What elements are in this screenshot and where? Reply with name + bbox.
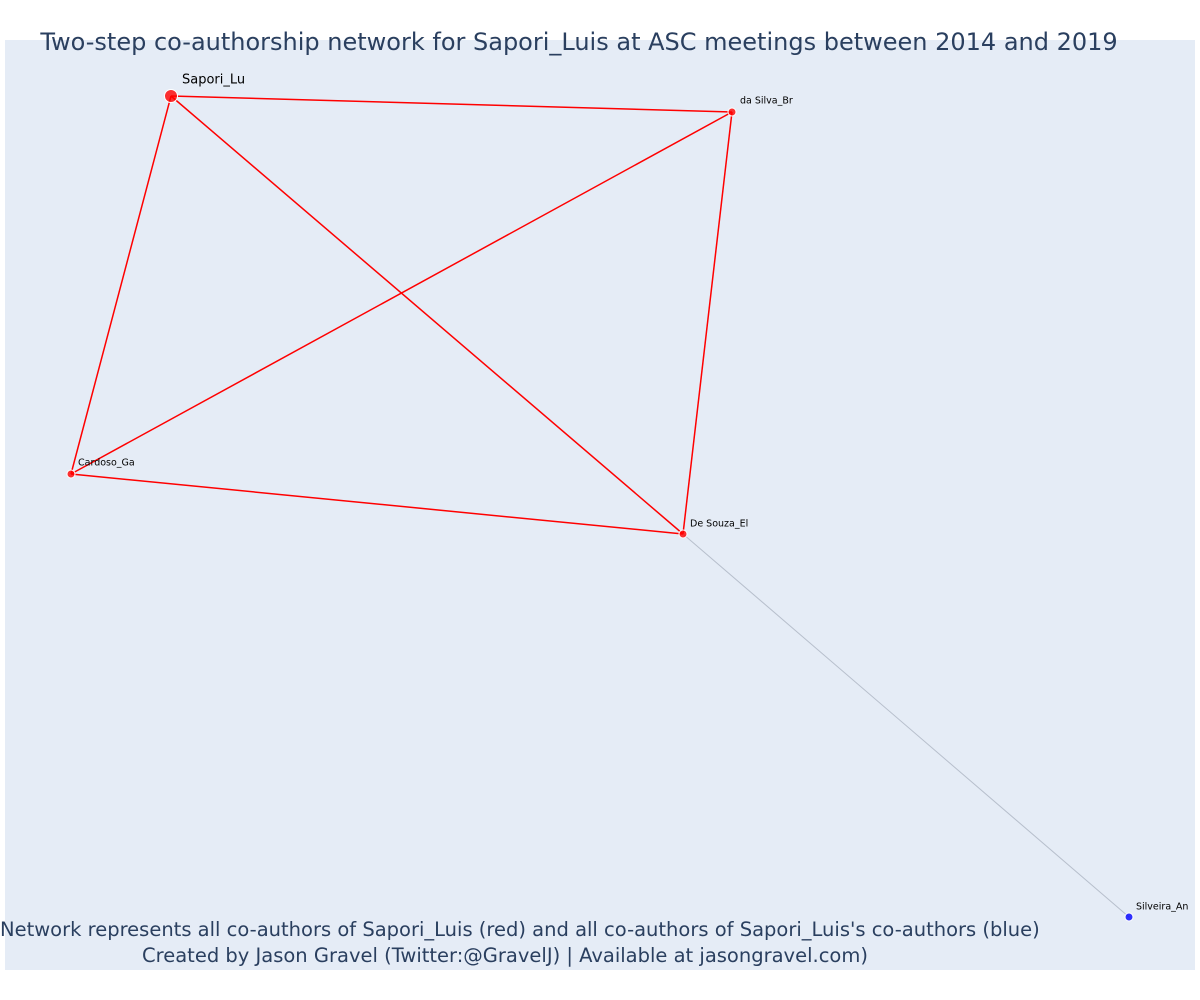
network-node[interactable] (678, 529, 688, 539)
network-edge (170, 95, 733, 113)
network-node[interactable] (164, 89, 178, 103)
footer-note: Network represents all co-authors of Sap… (0, 918, 1040, 941)
network-edge (682, 533, 1130, 918)
node-label: Cardoso_Ga (78, 458, 135, 469)
network-edge (70, 473, 684, 535)
edges-layer (70, 95, 1130, 918)
node-label: De Souza_El (690, 519, 748, 530)
network-edge (70, 95, 172, 475)
chart-title: Two-step co-authorship network for Sapor… (40, 28, 1118, 56)
network-edge (170, 95, 684, 535)
node-label: Silveira_An (1136, 902, 1188, 913)
footer-credit: Created by Jason Gravel (Twitter:@Gravel… (142, 944, 868, 967)
network-node[interactable] (1124, 912, 1134, 922)
network-node[interactable] (727, 107, 737, 117)
network-edge (70, 111, 733, 475)
network-edge (682, 111, 733, 535)
plot-area (5, 40, 1195, 970)
node-label: da Silva_Br (740, 96, 793, 107)
network-node[interactable] (66, 469, 76, 479)
node-label: Sapori_Lu (182, 73, 245, 88)
